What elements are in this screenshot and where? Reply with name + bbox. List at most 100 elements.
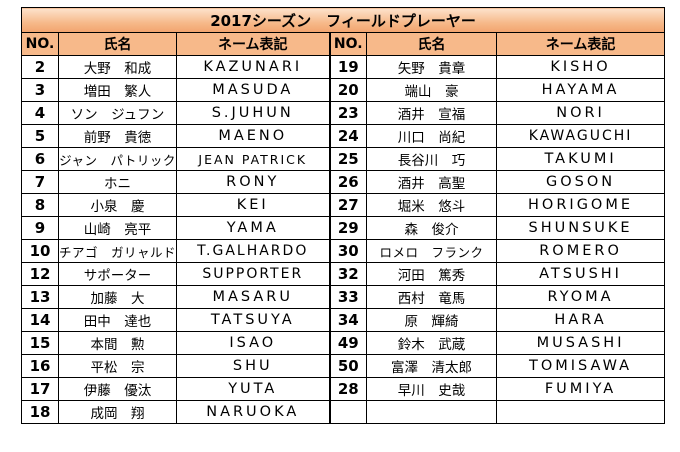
table-row: 12 サポーター SUPPORTER 32 河田 篤秀 ATSUSHI [21, 262, 666, 286]
player-number: 19 [328, 55, 367, 79]
player-display-name: HARA [495, 308, 666, 332]
player-name: 原 輝綺 [366, 308, 497, 332]
player-display-name: S.JUHUN [176, 101, 330, 125]
player-number: 27 [328, 193, 367, 217]
player-display-name: ATSUSHI [495, 262, 666, 286]
roster-sheet: 2017シーズン フィールドプレーヤー NO. 氏名 ネーム表記 NO. 氏名 … [20, 7, 666, 424]
player-name: ロメロ フランク [366, 239, 497, 263]
player-number: 50 [328, 354, 367, 378]
player-number: 34 [328, 308, 367, 332]
player-number: 3 [21, 78, 59, 102]
table-row: 3 増田 繁人 MASUDA 20 端山 豪 HAYAMA [21, 78, 666, 102]
player-number: 30 [328, 239, 367, 263]
player-display-name: RONY [176, 170, 330, 194]
player-display-name: ISAO [176, 331, 330, 355]
player-display-name: GOSON [495, 170, 666, 194]
roster-table: 2017シーズン フィールドプレーヤー NO. 氏名 ネーム表記 NO. 氏名 … [20, 7, 666, 424]
player-name: 端山 豪 [366, 78, 497, 102]
player-name: 森 俊介 [366, 216, 497, 240]
header-row: NO. 氏名 ネーム表記 NO. 氏名 ネーム表記 [21, 32, 666, 56]
player-name: 酒井 高聖 [366, 170, 497, 194]
player-display-name: MAENO [176, 124, 330, 148]
player-number: 23 [328, 101, 367, 125]
player-number: 6 [21, 147, 59, 171]
player-display-name: FUMIYA [495, 377, 666, 401]
player-name: 川口 尚紀 [366, 124, 497, 148]
player-number: 7 [21, 170, 59, 194]
player-number: 24 [328, 124, 367, 148]
player-display-name: KAZUNARI [176, 55, 330, 79]
player-number: 17 [21, 377, 59, 401]
player-name: ジャン パトリック [58, 147, 177, 171]
player-number: 10 [21, 239, 59, 263]
player-name: 鈴木 武蔵 [366, 331, 497, 355]
player-display-name [495, 400, 666, 424]
player-number: 32 [328, 262, 367, 286]
table-row: 9 山崎 亮平 YAMA 29 森 俊介 SHUNSUKE [21, 216, 666, 240]
player-name: 堀米 悠斗 [366, 193, 497, 217]
header-name-right: 氏名 [366, 32, 497, 56]
player-display-name: KEI [176, 193, 330, 217]
table-row: 6 ジャン パトリック JEAN PATRICK 25 長谷川 巧 TAKUMI [21, 147, 666, 171]
table-row: 13 加藤 大 MASARU 33 西村 竜馬 RYOMA [21, 285, 666, 309]
player-number: 26 [328, 170, 367, 194]
player-name: 伊藤 優汰 [58, 377, 177, 401]
player-number: 29 [328, 216, 367, 240]
player-name: 平松 宗 [58, 354, 177, 378]
player-display-name: NARUOKA [176, 400, 330, 424]
title-row: 2017シーズン フィールドプレーヤー [20, 7, 666, 33]
player-number: 15 [21, 331, 59, 355]
player-name: ホニ [58, 170, 177, 194]
player-name: 酒井 宣福 [366, 101, 497, 125]
player-number: 9 [21, 216, 59, 240]
table-row: 16 平松 宗 SHU 50 富澤 清太郎 TOMISAWA [21, 354, 666, 378]
player-display-name: RYOMA [495, 285, 666, 309]
player-display-name: MASARU [176, 285, 330, 309]
player-name: 富澤 清太郎 [366, 354, 497, 378]
player-number: 13 [21, 285, 59, 309]
header-no-left: NO. [21, 32, 59, 56]
player-display-name: NORI [495, 101, 666, 125]
player-number: 2 [21, 55, 59, 79]
player-name [366, 400, 497, 424]
player-display-name: TATSUYA [176, 308, 330, 332]
player-number: 5 [21, 124, 59, 148]
header-no-right: NO. [328, 32, 367, 56]
table-row: 4 ソン ジュフン S.JUHUN 23 酒井 宣福 NORI [21, 101, 666, 125]
player-display-name: HORIGOME [495, 193, 666, 217]
table-row: 10 チアゴ ガリャルド T.GALHARDO 30 ロメロ フランク ROMERO [21, 239, 666, 263]
player-display-name: MASUDA [176, 78, 330, 102]
player-name: 早川 史哉 [366, 377, 497, 401]
table-title: 2017シーズン フィールドプレーヤー [20, 7, 666, 33]
header-display-left: ネーム表記 [176, 32, 330, 56]
player-display-name: KISHO [495, 55, 666, 79]
player-number: 28 [328, 377, 367, 401]
player-name: 矢野 貴章 [366, 55, 497, 79]
table-row: 8 小泉 慶 KEI 27 堀米 悠斗 HORIGOME [21, 193, 666, 217]
player-number: 20 [328, 78, 367, 102]
player-display-name: MUSASHI [495, 331, 666, 355]
player-display-name: TAKUMI [495, 147, 666, 171]
player-display-name: SUPPORTER [176, 262, 330, 286]
player-number: 8 [21, 193, 59, 217]
player-number: 4 [21, 101, 59, 125]
player-number: 14 [21, 308, 59, 332]
player-name: 小泉 慶 [58, 193, 177, 217]
header-display-right: ネーム表記 [495, 32, 666, 56]
player-name: チアゴ ガリャルド [58, 239, 177, 263]
player-display-name: YUTA [176, 377, 330, 401]
player-number: 49 [328, 331, 367, 355]
table-row: 14 田中 達也 TATSUYA 34 原 輝綺 HARA [21, 308, 666, 332]
player-name: 長谷川 巧 [366, 147, 497, 171]
player-display-name: T.GALHARDO [176, 239, 330, 263]
player-display-name: JEAN PATRICK [176, 147, 330, 171]
player-name: 成岡 翔 [58, 400, 177, 424]
player-display-name: TOMISAWA [495, 354, 666, 378]
player-name: 前野 貴徳 [58, 124, 177, 148]
player-display-name: SHU [176, 354, 330, 378]
player-name: ソン ジュフン [58, 101, 177, 125]
player-number: 12 [21, 262, 59, 286]
player-number: 16 [21, 354, 59, 378]
table-row: 2 大野 和成 KAZUNARI 19 矢野 貴章 KISHO [21, 55, 666, 79]
player-number [328, 400, 367, 424]
